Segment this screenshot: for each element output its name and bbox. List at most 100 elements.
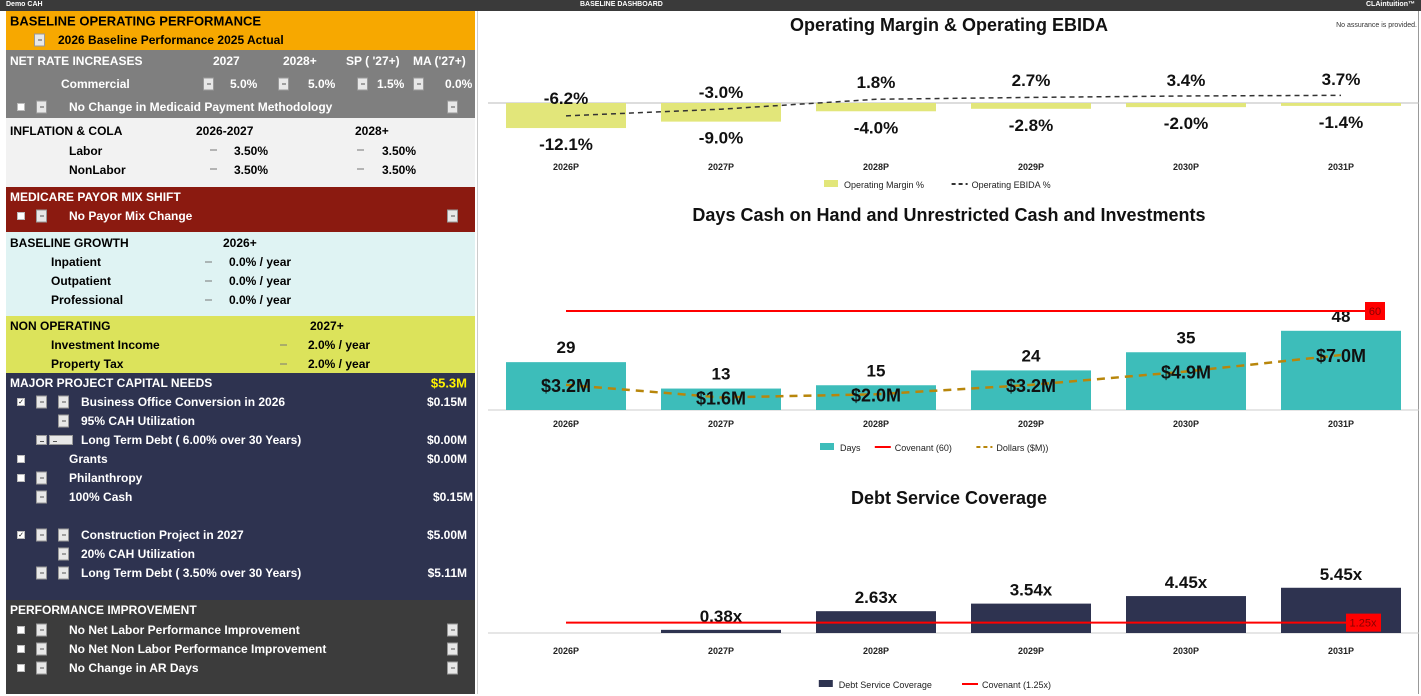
spinner-icon[interactable]	[447, 209, 458, 223]
row-label: NonLabor	[69, 163, 126, 177]
spinner-icon[interactable]	[447, 642, 458, 656]
spinner-icon[interactable]	[447, 623, 458, 637]
spinner-icon[interactable]	[357, 77, 368, 91]
spinner-icon[interactable]	[203, 77, 214, 91]
spinner-icon[interactable]	[208, 144, 219, 157]
project2-debt: Long Term Debt ( 3.50% over 30 Years)	[81, 566, 302, 580]
spinner-icon[interactable]	[278, 77, 289, 91]
dsc-label: 3.54x	[1010, 581, 1053, 600]
perf-checkbox[interactable]	[17, 664, 25, 672]
days-label: 35	[1177, 328, 1196, 347]
row-label: Inpatient	[51, 255, 101, 269]
days-bar	[1126, 352, 1246, 410]
project1-utilization: 95% CAH Utilization	[81, 414, 196, 428]
dollars-label: $1.6M	[696, 388, 746, 408]
spinner-icon[interactable]	[447, 661, 458, 675]
days-bar	[661, 388, 781, 410]
dsc-bar	[971, 603, 1091, 633]
baseline-section: BASELINE OPERATING PERFORMANCE 2026 Base…	[6, 11, 475, 50]
spinner-icon[interactable]	[58, 566, 69, 580]
spinner-icon[interactable]	[355, 144, 366, 157]
dollars-label: $2.0M	[851, 385, 901, 405]
spinner-icon[interactable]	[36, 490, 47, 504]
rate-value: 5.0%	[308, 77, 336, 91]
days-label: 48	[1332, 307, 1351, 326]
spinner-icon[interactable]	[203, 294, 214, 307]
section-title: MAJOR PROJECT CAPITAL NEEDS	[10, 376, 213, 390]
covenant-label: 1.25x	[1350, 618, 1377, 630]
dollars-label: $7.0M	[1316, 346, 1366, 366]
project2-utilization: 20% CAH Utilization	[81, 547, 196, 561]
charts-canvas: No assurance is provided. Operating Margi…	[488, 15, 1419, 690]
spinner-icon[interactable]	[36, 471, 47, 485]
category-label: 2028P	[863, 162, 889, 172]
row-label: Outpatient	[51, 274, 111, 288]
spinner-icon[interactable]	[49, 435, 73, 445]
spinner-icon[interactable]	[36, 623, 47, 637]
spinner-icon[interactable]	[203, 275, 214, 288]
non-operating-section: NON OPERATING 2027+ Investment Income 2.…	[6, 316, 475, 373]
spinner-icon[interactable]	[36, 566, 47, 580]
payor-checkbox[interactable]	[17, 212, 25, 220]
perf-checkbox[interactable]	[17, 626, 25, 634]
spinner-icon[interactable]	[36, 395, 47, 409]
spinner-icon[interactable]	[58, 395, 69, 409]
spinner-icon[interactable]	[278, 339, 289, 352]
sheet-title: BASELINE DASHBOARD	[580, 1, 663, 8]
legend-label: Operating Margin %	[844, 180, 924, 190]
philanthropy-checkbox[interactable]	[17, 474, 25, 482]
days-label: 24	[1022, 346, 1041, 365]
project1-amount: $0.15M	[426, 395, 467, 409]
category-label: 2030P	[1173, 162, 1199, 172]
spinner-icon[interactable]	[34, 33, 45, 47]
project1-debt-amount: $0.00M	[426, 433, 467, 447]
row-label: Investment Income	[51, 338, 160, 352]
perf-checkbox[interactable]	[17, 645, 25, 653]
rate-value: 0.0%	[445, 77, 473, 91]
category-label: 2031P	[1328, 646, 1354, 656]
spinner-icon[interactable]	[58, 528, 69, 542]
margin-label: -4.0%	[854, 118, 898, 137]
spinner-icon[interactable]	[36, 528, 47, 542]
spinner-icon[interactable]	[203, 256, 214, 269]
col-header: 2026-2027	[196, 124, 254, 138]
spinner-icon[interactable]	[36, 209, 47, 223]
category-label: 2027P	[708, 646, 734, 656]
growth-value: 0.0% / year	[229, 274, 292, 288]
spinner-icon[interactable]	[36, 100, 47, 114]
margin-bar	[661, 103, 781, 122]
ebida-label: 1.8%	[857, 73, 896, 92]
margin-bar	[971, 103, 1091, 109]
rate-value: 3.50%	[234, 144, 269, 158]
spinner-icon[interactable]	[36, 661, 47, 675]
project2-checkbox[interactable]: ✓	[17, 531, 25, 539]
spinner-icon[interactable]	[278, 358, 289, 371]
spinner-icon[interactable]	[447, 100, 458, 114]
rate-value: 3.50%	[382, 144, 417, 158]
disclaimer: No assurance is provided.	[1336, 22, 1417, 29]
dollars-line	[565, 353, 1342, 399]
medicaid-checkbox[interactable]	[17, 103, 25, 111]
spinner-icon[interactable]	[355, 163, 366, 176]
spinner-icon[interactable]	[58, 547, 69, 561]
spinner-icon[interactable]	[36, 435, 47, 445]
spinner-icon[interactable]	[58, 414, 69, 428]
project1-checkbox[interactable]: ✓	[17, 398, 25, 406]
growth-value: 0.0% / year	[229, 293, 292, 307]
control-panel: BASELINE OPERATING PERFORMANCE 2026 Base…	[6, 11, 475, 694]
spinner-icon[interactable]	[36, 642, 47, 656]
legend-swatch	[820, 443, 834, 450]
grants-checkbox[interactable]	[17, 455, 25, 463]
spinner-icon[interactable]	[413, 77, 424, 91]
category-label: 2030P	[1173, 646, 1199, 656]
category-label: 2031P	[1328, 419, 1354, 429]
days-bar	[971, 370, 1091, 410]
margin-label: -2.8%	[1009, 116, 1053, 135]
perf-item: No Net Non Labor Performance Improvement	[69, 642, 327, 656]
dollars-label: $4.9M	[1161, 363, 1211, 383]
ebida-label: 3.4%	[1167, 71, 1206, 90]
category-label: 2029P	[1018, 419, 1044, 429]
chart-title: Days Cash on Hand and Unrestricted Cash …	[692, 205, 1205, 225]
spinner-icon[interactable]	[208, 163, 219, 176]
capital-total: $5.3M	[430, 375, 467, 391]
